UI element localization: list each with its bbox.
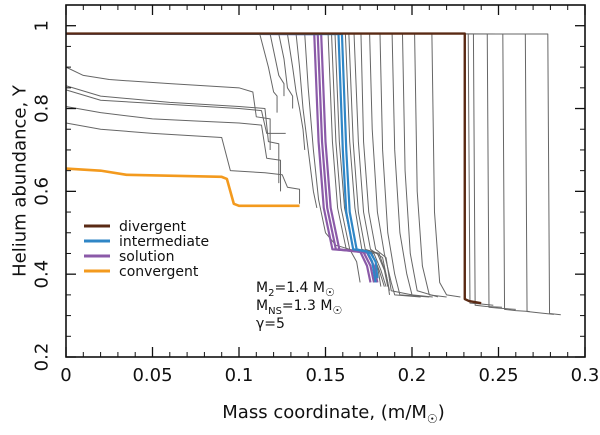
y-tick-label: 1 bbox=[32, 20, 53, 31]
x-tick-label: 0 bbox=[60, 365, 71, 386]
series-line-intermediate-2 bbox=[65, 32, 379, 279]
series-line-intermediate-1 bbox=[65, 32, 377, 283]
parameter-annotation: M2=1.4 M☉MNS=1.3 M☉γ=5 bbox=[256, 280, 342, 332]
series-line-divergent-0 bbox=[66, 32, 482, 305]
x-tick-label: 0.25 bbox=[478, 365, 518, 386]
annotation-line: γ=5 bbox=[256, 316, 285, 332]
x-tick-label: 0.05 bbox=[132, 365, 172, 386]
series-layer bbox=[65, 32, 561, 316]
annotation-line: MNS=1.3 M☉ bbox=[256, 298, 342, 317]
series-line-other-25 bbox=[65, 33, 421, 298]
x-axis-title: Mass coordinate, (m/M☉) bbox=[222, 402, 444, 426]
series-line-other-11 bbox=[65, 122, 301, 204]
annotation-line: M2=1.4 M☉ bbox=[256, 280, 335, 299]
y-tick-label: 0.2 bbox=[32, 343, 53, 372]
series-line-other-17 bbox=[65, 33, 361, 283]
legend-label-divergent: divergent bbox=[119, 219, 187, 235]
series-line-other-21 bbox=[65, 33, 389, 287]
x-axis-title-sun: ☉ bbox=[427, 412, 438, 426]
legend-label-intermediate: intermediate bbox=[119, 234, 209, 250]
legend-label-convergent: convergent bbox=[119, 264, 199, 280]
x-tick-label: 0.2 bbox=[398, 365, 427, 386]
series-line-other-10 bbox=[65, 105, 282, 192]
legend-label-solution: solution bbox=[119, 249, 174, 265]
x-tick-label: 0.15 bbox=[305, 365, 345, 386]
y-tick-label: 0.4 bbox=[32, 260, 53, 289]
series-line-other-9 bbox=[65, 89, 286, 134]
x-tick-label: 0.3 bbox=[571, 365, 600, 386]
y-tick-label: 0.8 bbox=[32, 94, 53, 123]
x-tick-label: 0.1 bbox=[225, 365, 254, 386]
series-line-other-8 bbox=[65, 85, 280, 184]
series-line-solution-4 bbox=[65, 32, 376, 283]
series-line-other-19 bbox=[65, 33, 385, 287]
series-line-solution-3 bbox=[65, 32, 372, 283]
tick-labels-layer: 0 0.05 0.1 0.15 0.2 0.25 0.3 0.2 0.4 0.6 0.8 1 bbox=[32, 20, 600, 386]
ticks-layer bbox=[65, 5, 586, 358]
y-tick-label: 0.6 bbox=[32, 177, 53, 206]
series-line-convergent-6 bbox=[65, 167, 300, 208]
series-line-other-23 bbox=[65, 33, 391, 295]
y-axis-title: Helium abundance, Y bbox=[10, 84, 31, 277]
series-line-other-24 bbox=[65, 33, 413, 296]
